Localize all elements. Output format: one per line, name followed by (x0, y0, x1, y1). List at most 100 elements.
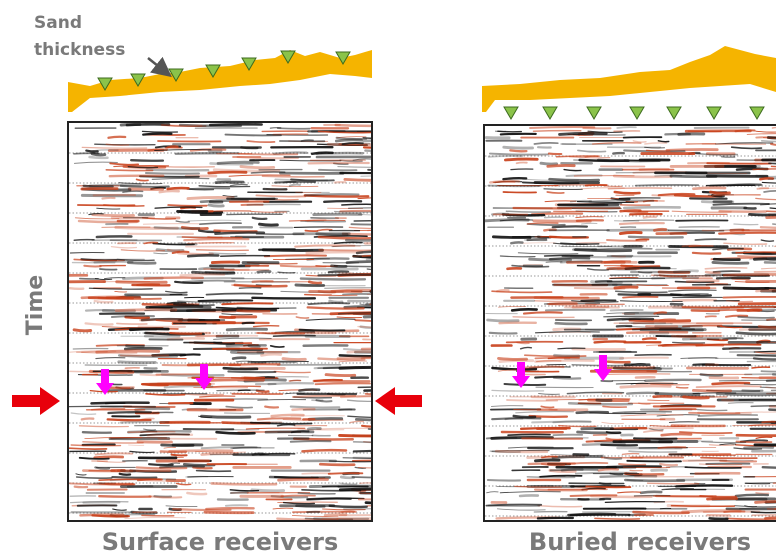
reflector (620, 441, 650, 442)
reflector (340, 355, 385, 356)
reflector (576, 243, 606, 244)
reflector (627, 393, 658, 394)
reflector (514, 416, 535, 417)
reflector (745, 208, 756, 209)
reflector (146, 173, 199, 174)
reflector (662, 434, 691, 435)
reflector (625, 480, 684, 481)
reflector (355, 320, 401, 321)
reflector (155, 227, 199, 228)
reflector (720, 461, 756, 462)
reflector (546, 262, 562, 263)
reflector (487, 437, 517, 438)
reflector (80, 458, 109, 459)
reflector (492, 390, 544, 391)
reflector (249, 362, 266, 363)
reflector (740, 329, 776, 330)
reflector (90, 157, 108, 158)
reflector (728, 403, 753, 404)
reflector (265, 255, 326, 256)
reflector (308, 220, 326, 221)
reflector (154, 253, 167, 254)
reflector (762, 422, 775, 423)
reflector (212, 262, 238, 263)
reflector (765, 262, 776, 263)
reflector (555, 438, 589, 439)
reflector (772, 166, 776, 167)
reflector (143, 131, 178, 132)
reflector (589, 201, 653, 202)
reflector (227, 329, 266, 330)
reflector (754, 358, 776, 359)
reflector (627, 461, 681, 462)
reflector (586, 486, 630, 487)
reflector (561, 243, 599, 244)
reflector (555, 355, 579, 356)
reflector (242, 378, 258, 379)
reflector (368, 505, 415, 506)
reflector (706, 316, 716, 317)
reflector (104, 205, 144, 206)
reflector (236, 361, 252, 362)
reflector (275, 182, 315, 183)
reflector (512, 309, 536, 310)
reflector (172, 455, 187, 456)
reflector (546, 310, 605, 311)
reflector (693, 390, 730, 391)
reflector (263, 176, 325, 177)
reflector (360, 483, 372, 484)
reflector (309, 282, 321, 283)
reflector (529, 463, 575, 464)
reflector (180, 243, 197, 244)
reflector (170, 333, 201, 334)
reflector (278, 272, 295, 273)
reflector (608, 188, 671, 189)
reflector (367, 269, 392, 270)
reflector (550, 470, 597, 471)
reflector (759, 326, 776, 327)
reflector (607, 240, 646, 241)
reflector (369, 429, 410, 430)
reflector (224, 368, 257, 369)
reflector (147, 170, 209, 171)
reflector (345, 179, 401, 180)
reflector (689, 246, 713, 247)
reflector (745, 447, 773, 448)
annotation: Sand (34, 13, 82, 33)
reflector (112, 477, 156, 478)
reflector (738, 317, 774, 318)
reflector (330, 506, 367, 507)
reflector (343, 234, 396, 235)
reflector (143, 224, 199, 225)
reflector (95, 457, 123, 458)
reflector (544, 189, 582, 190)
reflector (620, 223, 664, 224)
reflector (86, 323, 113, 324)
reflector (305, 231, 317, 232)
reflector (144, 242, 157, 243)
reflector (293, 396, 355, 397)
reflector (275, 179, 327, 180)
reflector (636, 185, 699, 186)
reflector (503, 192, 536, 193)
reflector (734, 224, 758, 225)
reflector (340, 435, 380, 436)
reflector (336, 140, 361, 141)
reflector (573, 349, 625, 350)
receiver (667, 107, 681, 119)
reflector (752, 367, 770, 368)
reflector (615, 287, 637, 288)
reflector (751, 406, 776, 407)
reflector (329, 272, 348, 273)
reflector (619, 464, 645, 465)
reflector (577, 220, 603, 221)
reflector (226, 135, 281, 136)
reflector (535, 358, 569, 359)
reflector (278, 128, 310, 129)
reflector (621, 386, 670, 387)
reflector (303, 450, 347, 451)
reflector (608, 362, 630, 363)
reflector (737, 333, 776, 334)
reflector (511, 242, 522, 243)
reflector (238, 390, 250, 391)
